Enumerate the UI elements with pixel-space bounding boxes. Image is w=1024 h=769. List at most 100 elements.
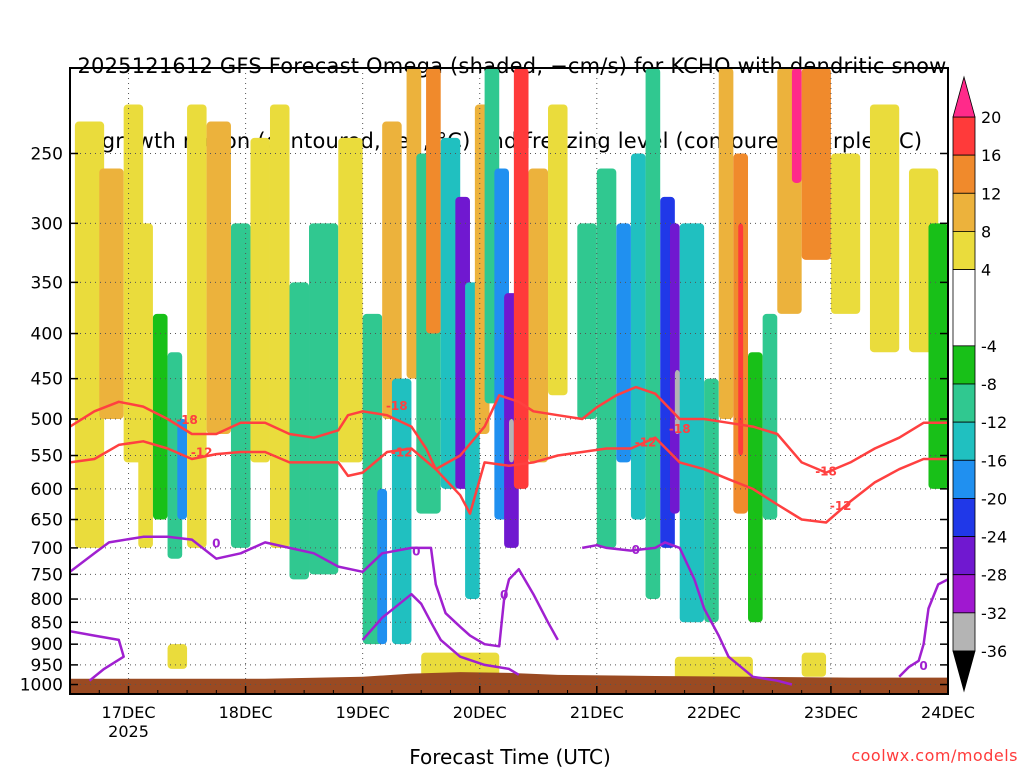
colorbar-tick-label: -28	[981, 566, 1007, 585]
contour-label: -18	[815, 465, 837, 479]
colorbar: 20 16 12 8 4 -4 -8 -12 -16 -20 -24 -28 -32 -36	[952, 75, 1007, 693]
y-tick-label: 500	[31, 410, 63, 430]
x-tick-label: 17DEC	[102, 703, 156, 722]
x-tick-label: 22DEC	[687, 703, 741, 722]
y-tick-label: 850	[31, 613, 63, 633]
omega-cell	[645, 68, 661, 600]
y-tick-label: 550	[31, 447, 63, 467]
omega-cell	[738, 223, 744, 456]
colorbar-band	[952, 383, 976, 423]
omega-cell	[377, 488, 388, 645]
contour-label: -12	[830, 499, 852, 513]
colorbar-band	[952, 498, 976, 537]
omega-cell	[152, 313, 168, 520]
contour-line	[70, 629, 125, 682]
y-tick-label: 600	[31, 480, 63, 500]
omega-cell	[382, 121, 402, 420]
omega-cell	[177, 419, 188, 520]
omega-cell	[679, 223, 705, 623]
omega-cell	[99, 168, 124, 420]
omega-cell	[528, 168, 549, 463]
omega-cell	[187, 104, 207, 548]
contour-label: 0	[919, 659, 927, 673]
y-tick-label: 750	[31, 565, 63, 585]
x-tick-sublabel: 2025	[108, 722, 149, 741]
contour-label: -18	[176, 413, 198, 427]
y-tick-label: 650	[31, 511, 63, 531]
omega-cell	[718, 68, 734, 420]
x-axis-label: Forecast Time (UTC)	[409, 745, 611, 769]
omega-cell	[762, 313, 778, 520]
x-tick-label: 18DEC	[219, 703, 273, 722]
omega-cell	[206, 121, 231, 435]
colorbar-tick-label: -12	[981, 413, 1007, 432]
contour-label: 0	[412, 545, 420, 559]
colorbar-band	[952, 421, 976, 461]
contour-lines: -18 -18 -18 -18 -12 -12 -12 -12 0 0 0 0 0	[70, 385, 948, 686]
contour-line	[361, 592, 520, 676]
x-tick-label: 19DEC	[336, 703, 390, 722]
contour-line	[581, 541, 793, 686]
omega-cell	[250, 137, 270, 463]
colorbar-band	[952, 574, 976, 614]
omega-cell	[630, 153, 646, 520]
omega-cell	[791, 68, 802, 183]
contour-line	[70, 535, 559, 648]
colorbar-tick-label: -32	[981, 604, 1007, 623]
contour-label: -18	[386, 399, 408, 413]
y-axis-ticks: 2503003504004505005506006507007508008509…	[20, 144, 948, 696]
omega-cell	[338, 137, 363, 463]
colorbar-bottom-arrow	[952, 650, 976, 693]
omega-shading	[74, 68, 948, 681]
omega-cell	[309, 223, 339, 575]
contour-line	[70, 436, 948, 524]
colorbar-band	[952, 231, 976, 270]
omega-cell	[426, 68, 441, 334]
omega-cell	[74, 121, 105, 548]
omega-cell	[704, 378, 719, 623]
omega-cell	[616, 223, 631, 463]
contour-label: -18	[669, 422, 691, 436]
contour-label: -12	[391, 445, 413, 459]
omega-cell	[138, 223, 153, 548]
contour-label: 0	[632, 543, 640, 557]
y-tick-label: 350	[31, 273, 63, 293]
colorbar-tick-label: -8	[981, 375, 997, 394]
y-tick-label: 300	[31, 214, 63, 234]
contour-line	[70, 385, 948, 474]
contour-label: -12	[191, 445, 213, 459]
omega-cell	[748, 352, 763, 623]
omega-cell	[669, 223, 680, 514]
credit-link[interactable]: coolwx.com/models	[851, 746, 1018, 765]
colorbar-band	[952, 116, 976, 156]
contour-label: 0	[500, 588, 508, 602]
y-tick-label: 400	[31, 325, 63, 345]
y-tick-label: 250	[31, 144, 63, 164]
colorbar-tick-label: 8	[981, 222, 991, 241]
omega-cell	[391, 378, 412, 645]
omega-cell	[548, 104, 568, 396]
omega-cell	[869, 104, 900, 353]
omega-cell	[167, 644, 188, 669]
colorbar-band	[952, 269, 976, 347]
y-tick-label: 450	[31, 370, 63, 390]
colorbar-tick-label: 4	[981, 261, 991, 280]
colorbar-tick-label: -24	[981, 528, 1007, 547]
colorbar-tick-label: -36	[981, 642, 1007, 661]
colorbar-band	[952, 536, 976, 576]
omega-cell	[577, 223, 597, 420]
omega-cell	[830, 153, 861, 314]
omega-cell	[801, 68, 831, 260]
x-tick-label: 20DEC	[453, 703, 507, 722]
ground-fill	[70, 672, 948, 694]
colorbar-tick-label: -16	[981, 451, 1007, 470]
omega-cell	[801, 652, 827, 677]
contour-label: 0	[212, 536, 220, 550]
colorbar-tick-label: 12	[981, 184, 1001, 203]
colorbar-band	[952, 612, 976, 652]
y-tick-label: 950	[31, 656, 63, 676]
colorbar-top-arrow	[952, 75, 976, 118]
y-tick-label: 900	[31, 635, 63, 655]
